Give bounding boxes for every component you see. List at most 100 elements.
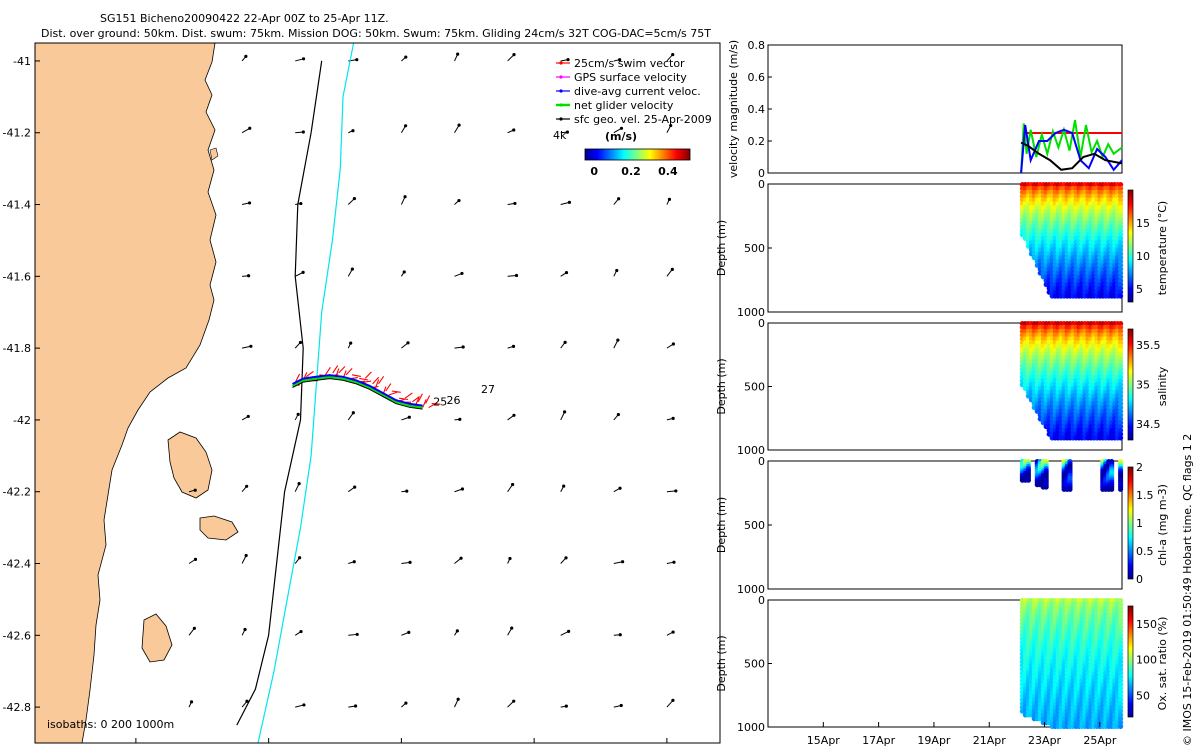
swim-vector [388,391,398,396]
sfc-vel-arrow [613,560,625,565]
colorbar-tick-label: 1.5 [1136,489,1154,502]
colorbar-label: Ox. sat. ratio (%) [1156,617,1169,711]
sfc-vel-arrow [613,338,620,349]
profile-sample [1118,397,1124,403]
profile-sample [1118,620,1124,627]
profile-sample [1118,336,1124,342]
profile-sample [1118,247,1124,253]
colorbar-label: chl-a (mg m-3) [1156,484,1169,566]
profile-sample [1118,624,1124,630]
profile-sample [1118,289,1124,295]
sfc-vel-arrow [560,556,568,564]
sfc-vel-arrow [507,626,514,636]
legend-label: dive-avg current veloc. [574,85,701,98]
colorbar-tick-label: 35 [1136,379,1150,392]
sfc-vel-arrow [613,703,623,708]
isobath-1000m [257,43,355,743]
colorbar-tick-label: 15 [1136,217,1150,230]
isobath-200m [236,60,323,726]
sfc-vel-arrow [560,270,569,277]
colorbar-title: (m/s) [605,130,637,143]
sfc-vel-arrow [241,553,248,564]
profile-sample [1118,235,1124,241]
profile-sample [1118,632,1124,638]
swim-vector [295,373,301,383]
sfc-vel-arrow [666,560,676,565]
profile-sample [1118,723,1124,730]
profile-sample [1118,382,1124,388]
profile-sample [1118,243,1124,249]
time-tick-label: 21Apr [973,734,1007,747]
sfc-vel-arrow [188,700,194,708]
sfc-vel-arrow [242,274,251,278]
legend-marker [559,61,563,65]
map-y-tick-label: -41.4 [3,199,31,212]
depth-panel: 0 500 1000 Depth (m) 50 100 150 Ox. sat. ratio … [715,594,1169,734]
legend-marker [559,89,563,93]
colorbar-tick-label: 0.4 [658,165,678,178]
depth-tick-label: 1000 [737,721,765,734]
profile-sample [1118,598,1124,604]
sfc-vel-arrow [241,126,252,134]
swim-vector [351,374,361,377]
profile-sample [1118,378,1124,384]
depth-panel: 0 500 1000 Depth (m) 34.5 35 35.5 salinity [715,317,1169,457]
profile-sample [1118,697,1124,703]
profile-sample [1118,293,1124,299]
velocity-tick-label: 0.8 [748,39,766,52]
profile-sample [1118,708,1124,714]
profile-sample [1118,321,1124,327]
map-y-tick-label: -42 [13,414,31,427]
time-tick-label: 15Apr [807,734,841,747]
swim-vector [417,393,423,403]
profile-sample [1118,255,1124,261]
colorbar-tick-label: 50 [1136,690,1150,703]
velocity-ylabel: velocity magnitude (m/s) [727,40,740,178]
day-label: 26 [447,394,461,407]
profile-sample [1118,347,1124,353]
depth-tick-label: 500 [744,519,765,532]
maria-island [199,515,239,541]
profile-sample [1118,408,1124,414]
sfc-vel-arrow [347,411,355,421]
depth-tick-label: 0 [758,455,765,468]
sfc-vel-arrow [454,629,459,636]
sfc-vel-arrow [454,52,460,62]
profile-sample [1118,193,1124,199]
swim-vector [372,376,380,385]
profile-sample [1118,197,1124,203]
profile-sample [1118,212,1124,218]
depth-panel: 0 500 1000 Depth (m) 0 0.5 1 1.5 2 chl-a (mg m-3) [715,455,1169,596]
map-x-tick-label: 148 [125,748,146,750]
profile-sample [1118,685,1124,691]
depth-ylabel: Depth (m) [715,220,728,276]
sfc-vel-arrow [241,484,249,493]
profile-sample [1118,224,1124,230]
colorbar-tick-label: 35.5 [1136,339,1161,352]
sfc-vel-arrow [560,58,570,62]
sfc-vel-arrow [613,197,621,205]
tasmania-land [35,43,239,743]
profile-sample [1118,182,1124,188]
day-label: 27 [481,383,495,396]
sfc-vel-arrow [666,489,678,493]
sfc-vel-arrow [666,52,675,62]
sfc-vel-arrow [613,412,620,421]
sfc-vel-arrow [401,415,411,421]
profile-sample [1118,228,1124,234]
mainland-coast [35,43,217,743]
swim-vector [399,397,409,401]
profile-sample [1118,628,1124,634]
sfc-vel-arrow [295,703,306,708]
sfc-vel-arrow [401,630,411,636]
profile-sample [1118,393,1124,399]
profile-sample [1118,605,1124,611]
profile-sample [1118,674,1124,680]
colorbar-label: salinity [1156,366,1169,406]
profile-sample [1118,370,1124,376]
profile-sample [1118,343,1124,350]
sfc-vel-arrow [666,123,673,133]
sfc-vel-arrow [348,704,358,708]
profile-sample [1118,601,1124,608]
velocity-tick-label: 0.6 [748,71,766,84]
